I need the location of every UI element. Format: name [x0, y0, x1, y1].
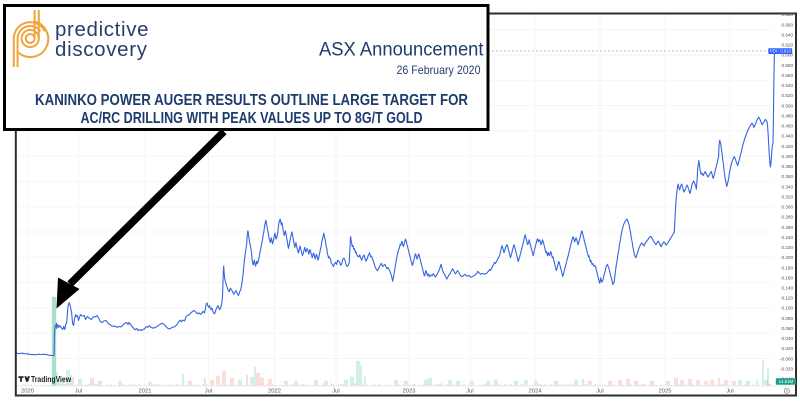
svg-text:0.180: 0.180	[782, 265, 794, 270]
svg-text:0.160: 0.160	[782, 275, 794, 280]
svg-text:ASX Announcement: ASX Announcement	[319, 39, 484, 61]
svg-text:0.400: 0.400	[782, 154, 794, 159]
svg-text:0.280: 0.280	[782, 215, 794, 220]
svg-text:0.040: 0.040	[782, 336, 794, 341]
svg-text:discovery: discovery	[55, 38, 148, 61]
svg-text:0.480: 0.480	[782, 113, 794, 118]
svg-text:predictive: predictive	[55, 18, 149, 41]
svg-text:0.140: 0.140	[782, 286, 794, 291]
svg-text:0.240: 0.240	[782, 235, 794, 240]
svg-text:0.640: 0.640	[782, 32, 794, 37]
svg-text:2020: 2020	[21, 389, 34, 395]
svg-text:0.340: 0.340	[782, 184, 794, 189]
svg-text:0.460: 0.460	[782, 124, 794, 129]
svg-text:2023: 2023	[403, 389, 416, 395]
svg-text:2021: 2021	[139, 389, 152, 395]
svg-text:KANINKO POWER AUGER RESULTS OU: KANINKO POWER AUGER RESULTS OUTLINE LARG…	[35, 92, 468, 109]
svg-text:0.420: 0.420	[782, 144, 794, 149]
svg-text:0.680: 0.680	[782, 12, 794, 17]
svg-text:Jul: Jul	[75, 389, 82, 395]
svg-text:Jul: Jul	[205, 389, 212, 395]
svg-text:Jul: Jul	[596, 389, 603, 395]
svg-text:0.060: 0.060	[782, 326, 794, 331]
svg-text:0.540: 0.540	[782, 83, 794, 88]
svg-text:Jul: Jul	[726, 389, 733, 395]
svg-text:0.380: 0.380	[782, 164, 794, 169]
svg-text:0.600: 0.600	[782, 53, 794, 58]
svg-text:Jul: Jul	[332, 389, 339, 395]
svg-text:0.020: 0.020	[782, 346, 794, 351]
svg-text:0.320: 0.320	[782, 194, 794, 199]
svg-text:0.100: 0.100	[782, 306, 794, 311]
svg-text:0.120: 0.120	[782, 296, 794, 301]
svg-text:14.81M: 14.81M	[779, 379, 794, 384]
svg-text:0.080: 0.080	[782, 316, 794, 321]
svg-text:-0.000: -0.000	[780, 356, 793, 361]
svg-text:0.660: 0.660	[782, 22, 794, 27]
svg-text:0.200: 0.200	[782, 255, 794, 260]
svg-text:0.300: 0.300	[782, 205, 794, 210]
svg-text:0.560: 0.560	[782, 73, 794, 78]
svg-text:0.500: 0.500	[782, 103, 794, 108]
svg-text:0.360: 0.360	[782, 174, 794, 179]
svg-text:2024: 2024	[529, 389, 543, 395]
svg-text:0.260: 0.260	[782, 225, 794, 230]
svg-text:-0.020: -0.020	[780, 367, 793, 372]
svg-text:Jul: Jul	[466, 389, 473, 395]
svg-text:26 February 2020: 26 February 2020	[397, 63, 481, 77]
svg-text:0.620: 0.620	[782, 43, 794, 48]
svg-text:0.440: 0.440	[782, 134, 794, 139]
svg-text:0.610: 0.610	[780, 49, 791, 54]
svg-text:2025: 2025	[659, 389, 672, 395]
svg-text:PDI: PDI	[770, 49, 777, 54]
svg-text:2022: 2022	[268, 389, 281, 395]
svg-text:0.580: 0.580	[782, 63, 794, 68]
svg-text:TradingView: TradingView	[31, 375, 72, 384]
svg-text:0.220: 0.220	[782, 245, 794, 250]
svg-text:AC/RC DRILLING WITH PEAK VALUE: AC/RC DRILLING WITH PEAK VALUES UP TO 8G…	[81, 110, 423, 127]
svg-text:0.520: 0.520	[782, 93, 794, 98]
